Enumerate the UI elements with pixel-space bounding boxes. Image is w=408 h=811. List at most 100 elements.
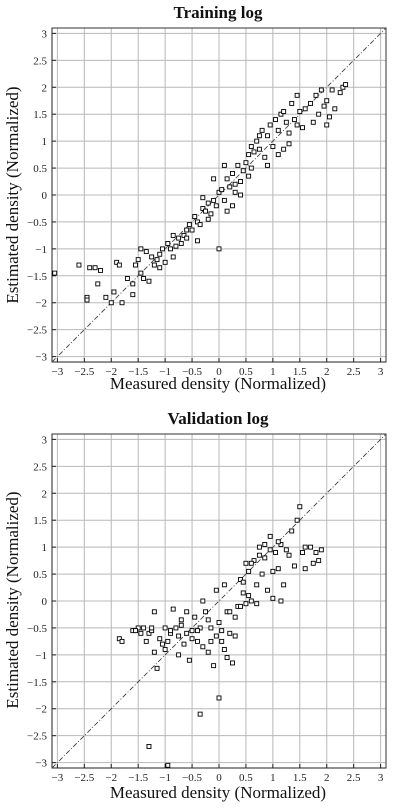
data-point	[146, 630, 152, 636]
y-tick-label: −3	[35, 352, 47, 364]
x-tick-label: −1	[159, 772, 171, 784]
reference-line	[51, 27, 387, 363]
y-tick-label: 1.5	[33, 515, 47, 527]
data-point	[208, 625, 214, 631]
data-point	[168, 628, 173, 634]
data-point	[289, 528, 295, 534]
x-tick-label: 3	[378, 366, 384, 378]
data-point	[318, 87, 324, 93]
data-point	[103, 294, 109, 300]
data-point	[189, 227, 195, 233]
x-axis-label: Measured density (Normalized)	[110, 783, 326, 802]
data-point	[116, 636, 122, 642]
data-point	[294, 92, 300, 98]
y-tick-label: −2	[35, 298, 47, 310]
data-point	[186, 222, 192, 228]
y-tick-label: −2	[35, 704, 47, 716]
data-point	[243, 601, 249, 607]
y-tick-label: −1.5	[27, 677, 47, 689]
data-point	[240, 168, 246, 174]
data-point	[184, 227, 190, 233]
data-point	[297, 504, 303, 510]
data-point	[262, 555, 268, 561]
x-tick-label: 0.5	[239, 772, 253, 784]
data-point	[219, 628, 225, 634]
y-tick-label: 2	[42, 488, 48, 500]
data-point	[251, 149, 257, 155]
y-axis-label: Estimated density (Normalized)	[3, 491, 22, 708]
data-point	[308, 544, 314, 550]
data-point	[124, 276, 130, 281]
data-point	[256, 146, 262, 152]
x-tick-label: 3	[378, 772, 384, 784]
data-point	[184, 609, 190, 615]
data-point	[318, 547, 324, 553]
data-point	[130, 292, 136, 298]
data-point	[159, 641, 165, 647]
data-point	[270, 595, 276, 601]
data-point	[286, 130, 292, 136]
data-point	[130, 281, 136, 287]
y-tick-label: 1	[42, 136, 48, 148]
data-point	[178, 617, 184, 623]
x-tick-label: 1.5	[293, 366, 307, 378]
x-tick-label: 2.5	[347, 772, 361, 784]
data-point	[281, 146, 287, 152]
data-point	[340, 84, 346, 90]
data-point	[186, 657, 192, 663]
data-point	[76, 262, 82, 268]
data-point	[275, 127, 281, 133]
data-point	[133, 628, 138, 634]
data-point	[87, 265, 93, 271]
data-point	[286, 552, 292, 558]
data-point	[232, 181, 238, 187]
data-point	[151, 262, 157, 268]
data-point	[256, 552, 262, 558]
data-point	[246, 152, 252, 158]
data-point	[151, 609, 157, 615]
data-point	[283, 119, 289, 125]
x-tick-label: 0.5	[239, 366, 253, 378]
x-tick-label: 2	[324, 772, 330, 784]
data-point	[205, 649, 211, 655]
data-point	[291, 563, 297, 569]
data-point	[246, 173, 252, 179]
data-point	[240, 590, 246, 596]
data-point	[232, 614, 238, 620]
data-point	[170, 232, 176, 238]
data-point	[221, 647, 227, 652]
data-point	[197, 711, 203, 717]
data-point	[205, 617, 211, 623]
data-point	[294, 517, 300, 523]
y-tick-label: 3	[42, 434, 48, 446]
data-point	[138, 246, 144, 252]
y-tick-label: 2	[42, 82, 48, 94]
y-tick-label: 0.5	[33, 569, 47, 581]
data-point	[256, 544, 262, 550]
data-point	[203, 208, 208, 214]
y-tick-label: −1	[35, 244, 47, 256]
data-point	[235, 162, 241, 168]
data-point	[230, 203, 235, 209]
data-point	[324, 122, 330, 128]
data-point	[154, 665, 160, 671]
data-point	[170, 254, 176, 260]
data-point	[270, 144, 276, 149]
data-point	[273, 117, 279, 123]
data-point	[313, 550, 319, 555]
data-point	[243, 160, 249, 166]
data-point	[343, 82, 349, 88]
data-point	[184, 235, 190, 241]
data-point	[246, 593, 252, 599]
x-tick-label: 2	[324, 366, 330, 378]
data-point	[278, 598, 284, 604]
data-point	[221, 162, 227, 168]
data-point	[111, 289, 117, 295]
data-point	[324, 98, 330, 104]
data-point	[265, 133, 270, 139]
data-point	[248, 560, 254, 566]
data-point	[135, 625, 141, 631]
plot-area: −3 −2.5 −2 −1.5 −1 −0.5 0 0.5 1 1.5 2 2.5 3−3−2.5−2−…	[27, 27, 387, 378]
data-point	[259, 127, 265, 133]
data-point	[270, 568, 276, 574]
